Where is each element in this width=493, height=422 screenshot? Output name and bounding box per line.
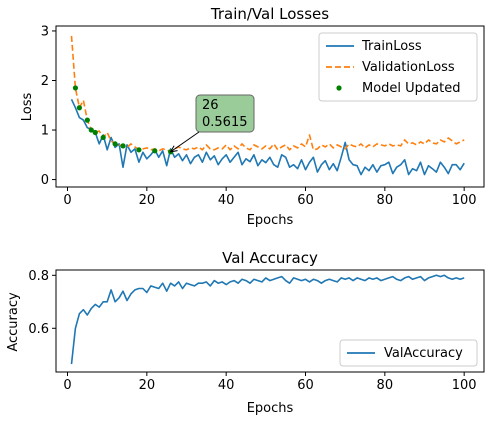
model-updated-point (76, 105, 83, 111)
legend-valaccuracy-label: ValAccuracy (384, 346, 463, 361)
loss-x-axis-label: Epochs (247, 213, 294, 228)
model-updated-point (112, 141, 118, 147)
accuracy-xtick-label: 0 (63, 378, 71, 393)
legend-model-updated-label: Model Updated (362, 81, 461, 96)
accuracy-xtick-label: 40 (218, 378, 235, 393)
annotation-arrowhead (169, 145, 178, 153)
model-updated-point (92, 129, 98, 136)
loss-chart-panel: Train/Val Losses 0 20 40 60 80 100 0 1 2 3 Epochs… (20, 5, 485, 228)
legend-trainloss-label: TrainLoss (361, 39, 422, 54)
annotation-epoch: 26 (202, 98, 219, 113)
annotation-arrow (170, 131, 200, 153)
accuracy-legend-frame (339, 339, 478, 367)
model-updated-point (152, 148, 158, 154)
accuracy-xtick-label: 60 (297, 378, 314, 393)
model-updated-point (136, 147, 142, 153)
loss-y-axis-label: Loss (20, 93, 35, 122)
trainloss-line (70, 98, 465, 176)
accuracy-y-axis-label: Accuracy (6, 292, 21, 352)
loss-xtick-label: 20 (139, 193, 156, 208)
model-updated-point (72, 85, 79, 91)
loss-xtick-label: 0 (63, 193, 71, 208)
model-updated-point (88, 127, 94, 133)
accuracy-xtick-label: 80 (377, 378, 394, 393)
loss-legend: TrainLoss ValidationLoss Model Updated (318, 32, 478, 102)
accuracy-xtick-label: 100 (452, 378, 477, 393)
loss-ytick-label: 1 (41, 124, 49, 139)
accuracy-x-axis-label: Epochs (247, 401, 294, 416)
loss-ytick-label: 2 (41, 74, 49, 89)
best-model-annotation: 26 0.5615 (169, 94, 255, 153)
annotation-box (195, 94, 255, 133)
valaccuracy-line (70, 274, 465, 365)
model-updated-point (100, 134, 106, 141)
accuracy-ytick-label: 0.8 (28, 269, 49, 284)
loss-ytick-label: 0 (41, 173, 49, 188)
legend-model-updated-swatch (336, 85, 342, 91)
loss-xtick-label: 80 (377, 193, 394, 208)
loss-ytick-label: 3 (41, 24, 49, 39)
annotation-value: 0.5615 (202, 115, 248, 130)
loss-xtick-label: 40 (218, 193, 235, 208)
loss-xtick-label: 100 (452, 193, 477, 208)
model-updated-point (120, 143, 126, 149)
loss-chart-title: Train/Val Losses (210, 5, 329, 23)
loss-xtick-label: 60 (297, 193, 314, 208)
accuracy-legend: ValAccuracy (339, 339, 478, 367)
loss-legend-frame (318, 32, 478, 102)
accuracy-chart-title: Val Accuracy (222, 249, 318, 267)
model-updated-point (84, 117, 90, 123)
accuracy-ytick-label: 0.6 (28, 322, 49, 337)
accuracy-xtick-label: 20 (139, 378, 156, 393)
accuracy-chart-panel: Val Accuracy 0 20 40 60 80 100 0.6 0.8 Epochs A… (6, 249, 485, 416)
legend-validationloss-label: ValidationLoss (362, 60, 455, 75)
